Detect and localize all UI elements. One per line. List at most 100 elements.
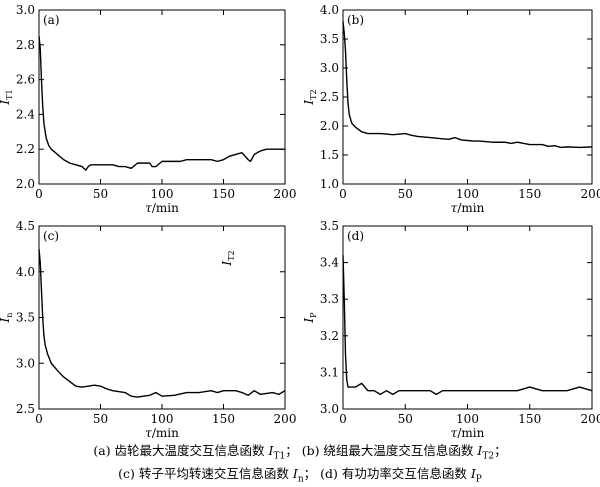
y-tick-label: 2.5 [16, 402, 35, 416]
caption-sym-b: I [477, 443, 483, 458]
caption-part-a: (a) 齿轮最大温度交互信息函数 [93, 443, 269, 458]
panel-b: 0 50 100 150 200 1.0 1.5 2.0 2.5 3.0 3.5 4.0 τ/min IT… [302, 3, 600, 215]
y-tick-label: 3.5 [320, 219, 339, 233]
y-tick-label: 4.0 [16, 265, 35, 279]
y-axis-subscript: P [309, 312, 318, 318]
x-tick-label: 150 [212, 187, 235, 201]
y-axis-label: IP [302, 312, 318, 324]
y-tick-label: 3.0 [320, 61, 339, 75]
caption-line-2: (c) 转子平均转速交互信息函数 In； (d) 有功功率交互信息函数 IP [0, 463, 600, 485]
x-tick-label: 200 [274, 187, 297, 201]
x-axis-label: τ/min [145, 426, 179, 440]
caption-end-1: ； [494, 443, 507, 458]
x-tick-label: 0 [339, 412, 347, 426]
x-tick-label: 150 [212, 412, 235, 426]
caption-part-d: (d) 有功功率交互信息函数 [320, 466, 471, 481]
x-tick-label: 50 [398, 412, 413, 426]
caption-sym-c: I [292, 466, 298, 481]
caption-part-b: (b) 绕组最大温度交互信息函数 [301, 443, 478, 458]
y-tick-label: 3.1 [320, 365, 339, 379]
x-tick-label: 0 [339, 187, 347, 201]
caption-sym-a: I [268, 443, 274, 458]
y-axis-subscript: n [5, 313, 14, 318]
x-axis-unit: /min [457, 426, 484, 440]
y-axis-subscript: T2 [309, 89, 318, 99]
y-tick-label: 1.0 [320, 177, 339, 191]
caption-sym-d: I [470, 466, 476, 481]
y-tick-label: 2.0 [320, 119, 339, 133]
x-axis-unit: /min [152, 201, 179, 215]
x-axis-symbol: τ [451, 201, 458, 215]
annotation-symbol: I [220, 261, 234, 267]
x-axis-unit: /min [457, 201, 484, 215]
x-tick-label: 200 [581, 412, 600, 426]
y-tick-label: 4.5 [16, 219, 35, 233]
y-tick-label: 3.5 [16, 311, 35, 325]
panel-label-b: (b) [347, 13, 364, 27]
x-tick-label: 100 [456, 187, 479, 201]
caption-sub-d: P [475, 474, 482, 485]
y-tick-label: 4.0 [320, 3, 339, 17]
x-tick-label: 0 [35, 412, 43, 426]
x-tick-label: 200 [581, 187, 600, 201]
x-tick-label: 50 [93, 187, 108, 201]
x-tick-label: 100 [151, 412, 174, 426]
y-tick-label: 2.8 [16, 38, 35, 52]
caption-sub-c: n [297, 474, 304, 485]
panel-d: 0 50 100 150 200 3.0 3.1 3.2 3.3 3.4 3.5 τ/min IP (d) [302, 219, 600, 440]
plot-frame [38, 225, 286, 410]
x-tick-label: 0 [35, 187, 43, 201]
y-axis-symbol: I [302, 318, 316, 324]
plot-frame [342, 225, 593, 410]
x-tick-label: 200 [274, 412, 297, 426]
caption-sep-1: ； [285, 443, 302, 458]
y-axis-label: In [0, 313, 14, 324]
caption-sep-2: ； [303, 466, 321, 481]
x-tick-label: 100 [151, 187, 174, 201]
panel-label-d: (d) [347, 229, 364, 243]
series-line-a [38, 36, 285, 171]
x-axis-label: τ/min [451, 426, 485, 440]
x-tick-label: 150 [518, 412, 541, 426]
annotation-subscript: T2 [227, 250, 236, 260]
annotation-label: IT2 [220, 250, 236, 266]
x-tick-label: 50 [398, 187, 413, 201]
x-axis-symbol: τ [145, 201, 152, 215]
series-line-b [342, 21, 593, 149]
y-tick-label: 2.2 [16, 142, 35, 156]
plot-frame [342, 9, 593, 185]
y-tick-label: 3.2 [320, 329, 339, 343]
y-tick-label: 2.0 [16, 177, 35, 191]
y-tick-label: 3.5 [320, 32, 339, 46]
series-line-c [38, 248, 286, 398]
y-tick-label: 3.3 [320, 292, 339, 306]
y-tick-label: 1.5 [320, 148, 339, 162]
y-tick-label: 2.4 [16, 107, 35, 121]
caption-sub-a: T1 [273, 451, 286, 462]
y-tick-label: 3.4 [320, 256, 339, 270]
panel-label-a: (a) [43, 13, 60, 27]
x-axis-symbol: τ [145, 426, 152, 440]
caption-part-c: (c) 转子平均转速交互信息函数 [118, 466, 293, 481]
y-tick-label: 2.5 [320, 90, 339, 104]
y-axis-label: IT1 [0, 89, 14, 105]
x-tick-label: 100 [456, 412, 479, 426]
caption-sub-b: T2 [482, 451, 495, 462]
y-tick-label: 3.0 [320, 402, 339, 416]
y-axis-symbol: I [0, 100, 12, 106]
y-tick-label: 3.0 [16, 356, 35, 370]
plot-frame [38, 9, 286, 185]
y-axis-label: IT2 [302, 89, 318, 105]
y-axis-symbol: I [0, 317, 12, 323]
x-axis-symbol: τ [451, 426, 458, 440]
y-axis-symbol: I [302, 100, 316, 106]
x-tick-label: 150 [518, 187, 541, 201]
panel-label-c: (c) [43, 229, 59, 243]
x-axis-label: τ/min [451, 201, 485, 215]
series-line-d [342, 255, 593, 396]
caption-line-1: (a) 齿轮最大温度交互信息函数 IT1； (b) 绕组最大温度交互信息函数 I… [0, 440, 600, 462]
y-tick-label: 3.0 [16, 3, 35, 17]
panel-a: 0 50 100 150 200 2.0 2.2 2.4 2.6 2.8 3.0 τ/min IT1 (a… [0, 3, 296, 215]
x-axis-label: τ/min [145, 201, 179, 215]
